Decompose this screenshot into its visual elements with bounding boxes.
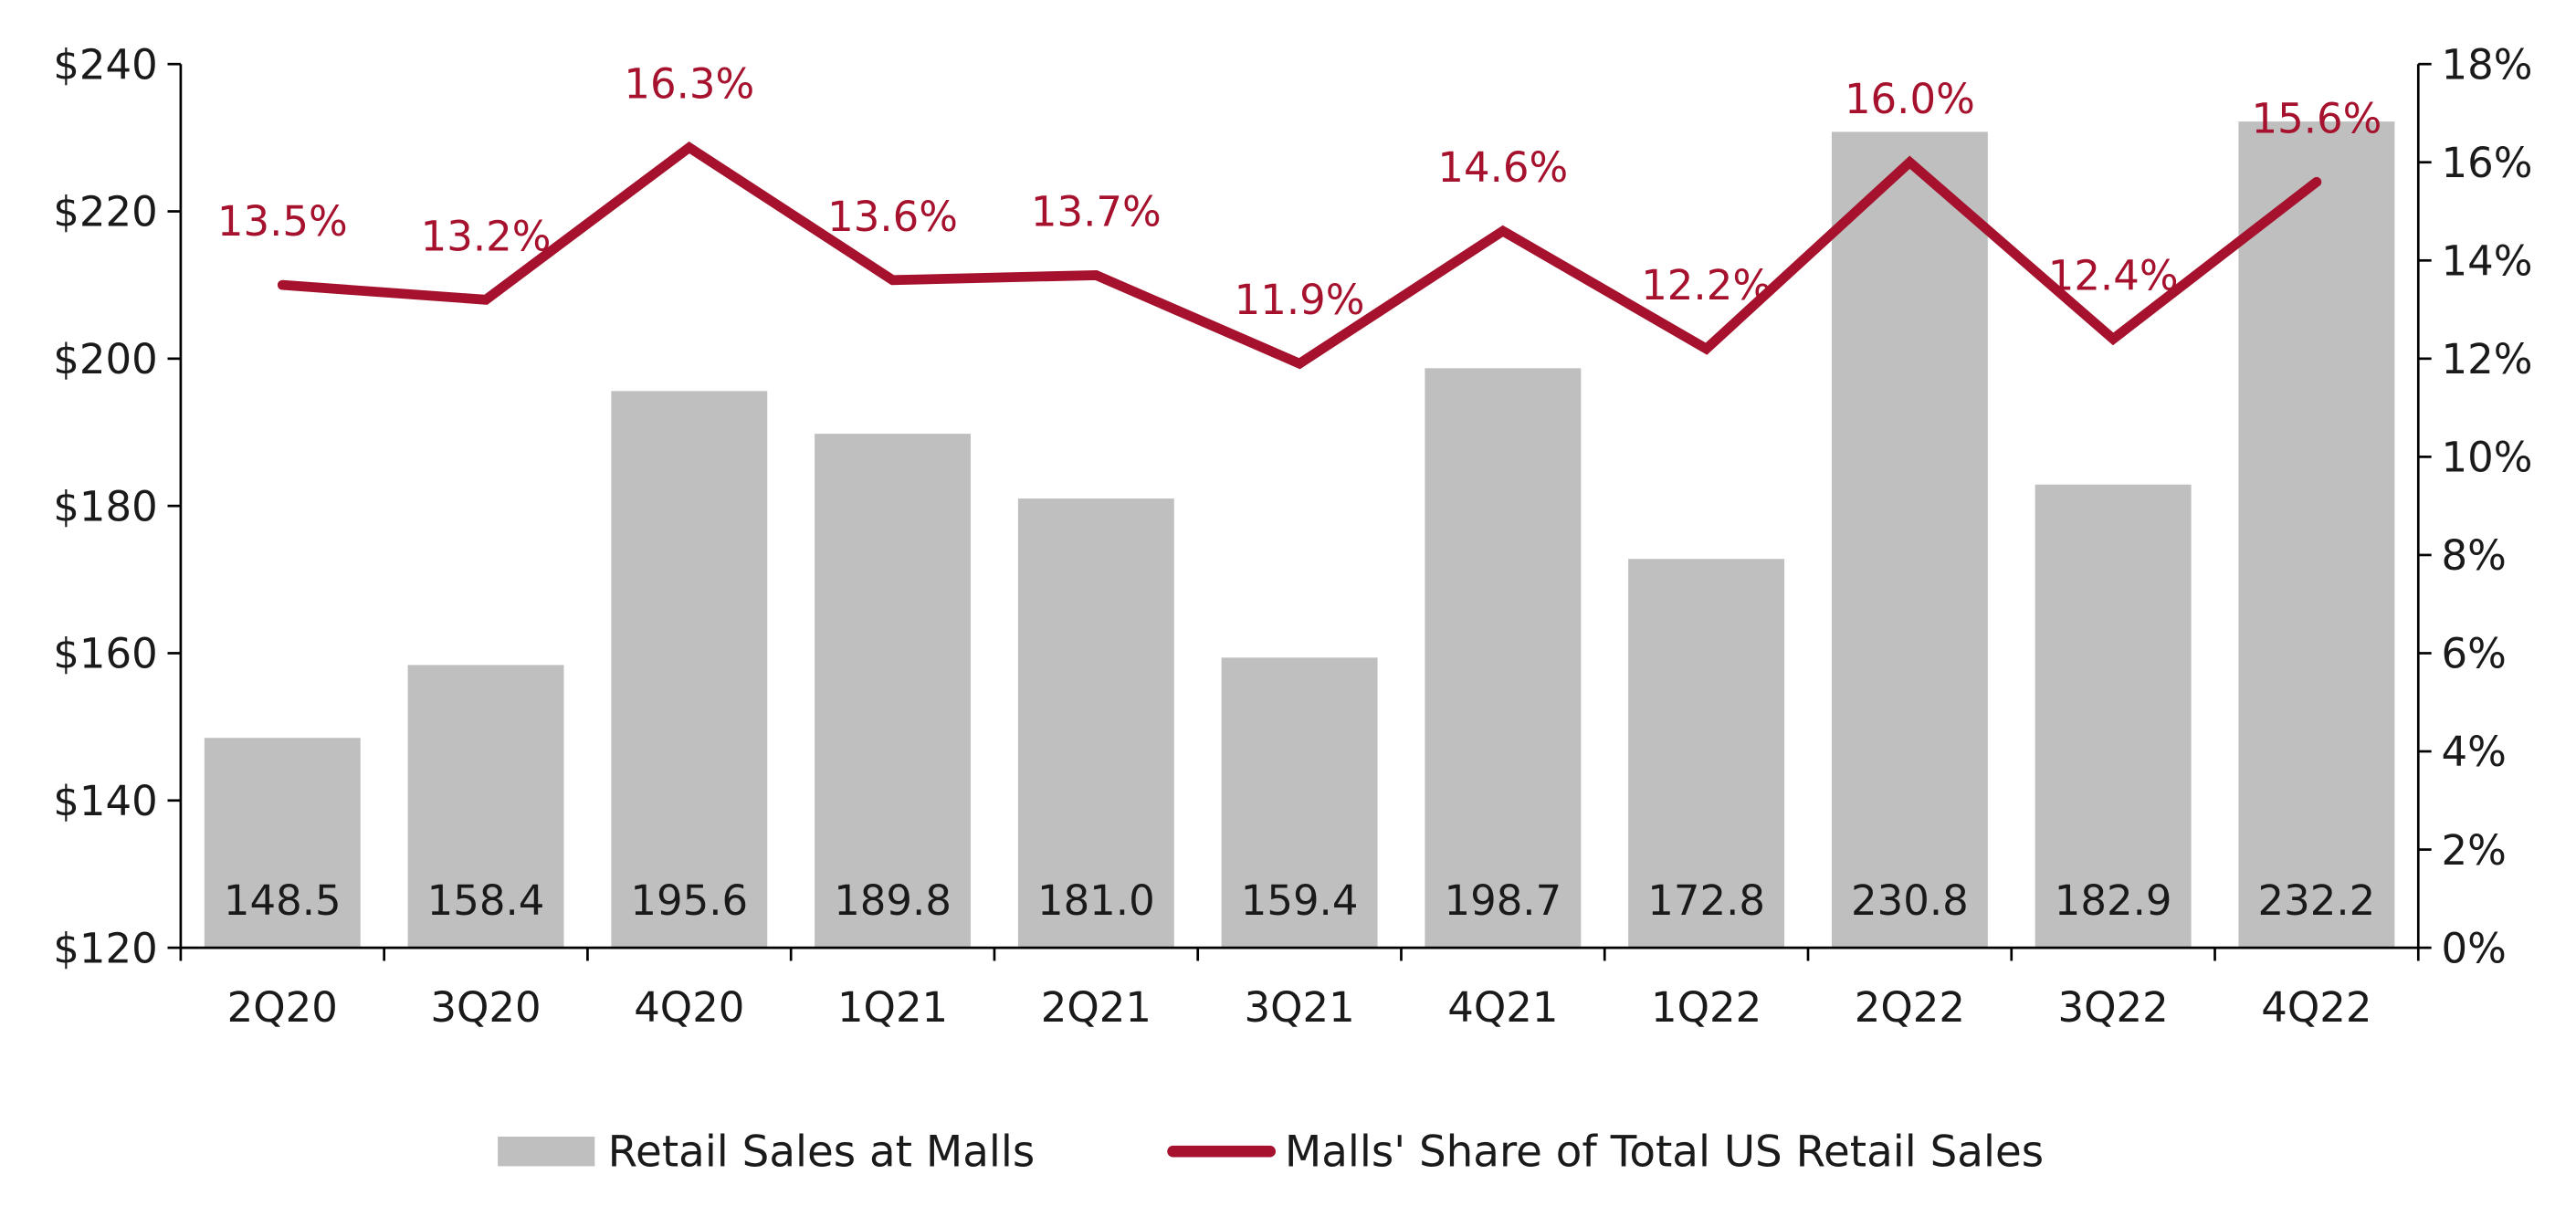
y-right-tick-label: 4% <box>2441 728 2506 776</box>
line-data-label: 16.0% <box>1845 75 1975 123</box>
y-right-tick-label: 10% <box>2441 434 2532 482</box>
bar <box>407 665 564 949</box>
bar <box>1017 498 1174 949</box>
bar-data-label: 148.5 <box>224 876 342 925</box>
y-right-tick-label: 18% <box>2441 40 2532 89</box>
bar-data-label: 172.8 <box>1647 876 1765 925</box>
y-left-tick-label: $220 <box>53 188 157 236</box>
x-tick-label: 3Q21 <box>1244 983 1354 1032</box>
bar-data-label: 181.0 <box>1037 876 1155 925</box>
share-line <box>277 142 2322 370</box>
x-tick-label: 1Q22 <box>1651 983 1761 1032</box>
x-tick-label: 2Q22 <box>1855 983 1965 1032</box>
x-tick-label: 4Q21 <box>1447 983 1558 1032</box>
legend-swatch-bar <box>498 1137 595 1167</box>
x-tick-label: 4Q20 <box>634 983 744 1032</box>
legend-label-bar: Retail Sales at Malls <box>608 1127 1036 1177</box>
bar-data-label: 195.6 <box>630 876 748 925</box>
line-data-label: 16.3% <box>624 60 754 109</box>
bar-data-label: 159.4 <box>1241 876 1359 925</box>
y-right-tick-label: 16% <box>2441 139 2532 187</box>
line-data-label: 13.5% <box>217 197 348 246</box>
x-tick-label: 4Q22 <box>2261 983 2371 1032</box>
bar-data-label: 198.7 <box>1444 876 1561 925</box>
bar <box>204 738 361 949</box>
y-right-tick-label: 0% <box>2441 924 2506 972</box>
y-right-tick-label: 8% <box>2441 531 2506 580</box>
line-data-label: 13.2% <box>421 212 552 260</box>
bar <box>1425 368 1582 949</box>
x-tick-label: 2Q21 <box>1041 983 1151 1032</box>
bar <box>1628 559 1785 949</box>
x-tick-label: 1Q21 <box>837 983 948 1032</box>
x-tick-label: 2Q20 <box>227 983 338 1032</box>
y-left-tick-label: $140 <box>53 777 157 825</box>
bar <box>1831 131 1988 949</box>
y-left-tick-label: $180 <box>53 482 157 530</box>
x-tick-label: 3Q20 <box>430 983 541 1032</box>
legend-label-line: Malls' Share of Total US Retail Sales <box>1285 1127 2044 1177</box>
bar <box>611 391 768 949</box>
bar <box>815 434 972 949</box>
y-right-tick-label: 14% <box>2441 236 2532 285</box>
y-right-tick-label: 12% <box>2441 335 2532 383</box>
bar <box>2238 121 2395 949</box>
line-data-label: 14.6% <box>1437 143 1568 192</box>
line-data-label: 11.9% <box>1235 276 1365 324</box>
bars-layer: 148.5 158.4 195.6 189.8 181.0 159.4 198.7 172.8… <box>204 121 2395 949</box>
bar-data-label: 232.2 <box>2258 876 2376 925</box>
y-left-tick-label: $200 <box>53 335 157 383</box>
y-right-tick-label: 6% <box>2441 630 2506 678</box>
y-left-tick-label: $240 <box>53 40 157 89</box>
bar <box>1221 657 1378 949</box>
bar-data-label: 189.8 <box>834 876 952 925</box>
line-data-label: 13.7% <box>1031 187 1162 236</box>
line-data-label: 12.2% <box>1641 261 1772 309</box>
x-tick-label: 3Q22 <box>2058 983 2169 1032</box>
bar <box>2035 484 2192 949</box>
line-data-label: 12.4% <box>2048 251 2179 299</box>
bar-data-label: 230.8 <box>1851 876 1969 925</box>
axes-layer: 2Q20 3Q20 4Q20 1Q21 2Q21 3Q21 4Q21 1Q22 2Q22 3Q22… <box>53 40 2532 1032</box>
y-right-tick-label: 2% <box>2441 826 2506 875</box>
line-layer: 13.5% 13.2% 16.3% 13.6% 13.7% 11.9% 14.6% 12.2%… <box>217 60 2381 370</box>
y-left-tick-label: $160 <box>53 630 157 678</box>
line-data-label: 13.6% <box>827 193 958 241</box>
legend: Retail Sales at Malls Malls' Share of To… <box>498 1127 2044 1177</box>
line-data-label: 15.6% <box>2251 94 2381 142</box>
bar-data-label: 158.4 <box>427 876 545 925</box>
y-left-tick-label: $120 <box>53 924 157 972</box>
bar-data-label: 182.9 <box>2055 876 2172 925</box>
